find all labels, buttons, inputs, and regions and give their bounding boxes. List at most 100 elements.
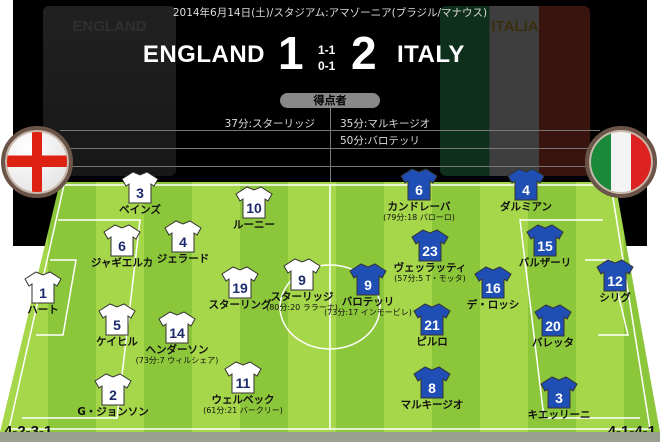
away-player: 21 ピルロ: [377, 302, 487, 348]
shirt-number: 19: [232, 280, 248, 296]
player-name: ウェルベック: [211, 394, 275, 406]
away-player: 6 カンドレーバ (79分:18 パローロ): [364, 167, 474, 223]
shirt-icon: 6: [103, 224, 141, 257]
player-name: シリグ: [599, 292, 631, 304]
player-name: ピルロ: [416, 336, 448, 348]
away-player: 23 ヴェッラッティ (57分:5 T・モッタ): [375, 228, 485, 284]
pitch-stripe: [288, 182, 336, 432]
shirt-number: 1: [39, 285, 47, 301]
date-venue: 2014年6月14日(土)/スタジアム:アマゾーニア(ブラジル/マナウス): [172, 7, 488, 19]
shirt-number: 6: [118, 238, 126, 254]
shirt-icon: 2: [94, 373, 132, 406]
footer-strip: [0, 432, 660, 442]
home-score: 1: [278, 27, 304, 79]
player-name: ジェラード: [156, 253, 210, 265]
player-name: キエッリーニ: [527, 409, 591, 421]
first-half-score: 1-1: [318, 43, 336, 57]
shirt-number: 9: [298, 272, 306, 288]
player-name: ベインズ: [119, 204, 161, 216]
shirt-number: 14: [169, 325, 185, 341]
away-scorer: 35分:マルキージオ: [340, 118, 431, 130]
pitch-stripe: [624, 182, 660, 432]
shirt-icon: 8: [413, 366, 451, 399]
away-player: 20 バレッタ: [498, 303, 608, 349]
away-player: 8 マルキージオ: [377, 365, 487, 411]
shirt-icon: 4: [507, 168, 545, 201]
home-player: 5 ケイヒル: [62, 302, 172, 348]
away-player: 4 ダルミアン: [471, 167, 581, 213]
shirt-number: 3: [136, 185, 144, 201]
crest-text: ITALIA: [491, 18, 539, 35]
shirt-icon: 10: [235, 186, 273, 219]
scorers-label: 得点者: [280, 93, 380, 108]
player-name: ケイヒル: [96, 336, 138, 348]
shirt-number: 6: [415, 182, 423, 198]
player-name: ヴェッラッティ: [393, 262, 467, 274]
shirt-icon: 3: [121, 171, 159, 204]
shirt-icon: 14: [158, 311, 196, 344]
shirt-number: 4: [179, 234, 187, 250]
shirt-number: 9: [364, 277, 372, 293]
divider: [330, 108, 331, 184]
home-scorer: 37分:スターリッジ: [224, 118, 315, 130]
player-name: ダルミアン: [499, 201, 553, 213]
crest-text: ENGLAND: [72, 18, 147, 35]
shirt-number: 11: [236, 375, 251, 391]
shirt-icon: 4: [164, 220, 202, 253]
shirt-icon: 9: [283, 258, 321, 291]
away-scorer: 50分:バロテッリ: [340, 135, 420, 147]
player-name: スターリング: [208, 299, 272, 311]
home-player: 9 スターリッジ (80分:20 ララーナ): [247, 257, 357, 313]
shirt-number: 12: [607, 273, 623, 289]
shirt-number: 16: [485, 280, 501, 296]
player-name: バルザーリ: [518, 257, 572, 269]
player-name: ヘンダーソン: [145, 344, 209, 356]
england-flag-ball-icon: [1, 126, 73, 198]
substitution: (73分:17 インモービレ): [324, 308, 412, 317]
shirt-number: 20: [545, 318, 561, 334]
home-player: 1 ハート: [0, 270, 98, 316]
shirt-icon: 20: [534, 304, 572, 337]
away-player: 9 バロテッリ (73分:17 インモービレ): [313, 262, 423, 318]
player-name: バレッタ: [532, 337, 574, 349]
player-name: ルーニー: [233, 219, 275, 231]
shirt-icon: 3: [540, 376, 578, 409]
home-team-name: ENGLAND: [142, 41, 265, 68]
substitution: (57分:5 T・モッタ): [394, 274, 466, 283]
substitution: (73分:7 ウィルシェア): [135, 356, 219, 365]
player-name: バロテッリ: [341, 296, 395, 308]
shirt-icon: 12: [596, 259, 634, 292]
shirt-number: 8: [428, 380, 436, 396]
player-name: マルキージオ: [400, 399, 464, 411]
shirt-icon: 16: [474, 266, 512, 299]
pitch-stripe: [336, 182, 384, 432]
shirt-number: 21: [424, 317, 440, 333]
away-player: 16 デ・ロッシ: [438, 265, 548, 311]
shirt-number: 23: [422, 243, 438, 259]
shirt-number: 10: [246, 200, 262, 216]
away-player: 3 キエッリーニ: [504, 375, 614, 421]
away-team-name: ITALY: [397, 41, 465, 68]
shirt-icon: 11: [224, 361, 262, 394]
shirt-icon: 23: [411, 229, 449, 262]
player-name: ジャギエルカ: [90, 257, 154, 269]
home-player: 6 ジャギエルカ: [67, 223, 177, 269]
home-player: 14 ヘンダーソン (73分:7 ウィルシェア): [122, 310, 232, 366]
shirt-icon: 5: [98, 303, 136, 336]
shirt-number: 5: [113, 317, 121, 333]
home-player: 10 ルーニー: [199, 185, 309, 231]
shirt-number: 15: [537, 238, 553, 254]
shirt-number: 3: [555, 390, 563, 406]
home-player: 4 ジェラード: [128, 219, 238, 265]
home-player: 19 スターリング: [185, 265, 295, 311]
pitch-stripe: [576, 182, 624, 432]
shirt-icon: 1: [24, 271, 62, 304]
player-name: デ・ロッシ: [466, 299, 520, 311]
home-player: 11 ウェルベック (61分:21 バークリー): [188, 360, 298, 416]
home-player: 2 G・ジョンソン: [58, 372, 168, 418]
italy-crest-watermark: ITALIA: [440, 6, 590, 176]
shirt-number: 2: [109, 387, 117, 403]
substitution: (61分:21 バークリー): [203, 406, 283, 415]
player-name: ハート: [27, 304, 59, 316]
shirt-icon: 15: [526, 224, 564, 257]
